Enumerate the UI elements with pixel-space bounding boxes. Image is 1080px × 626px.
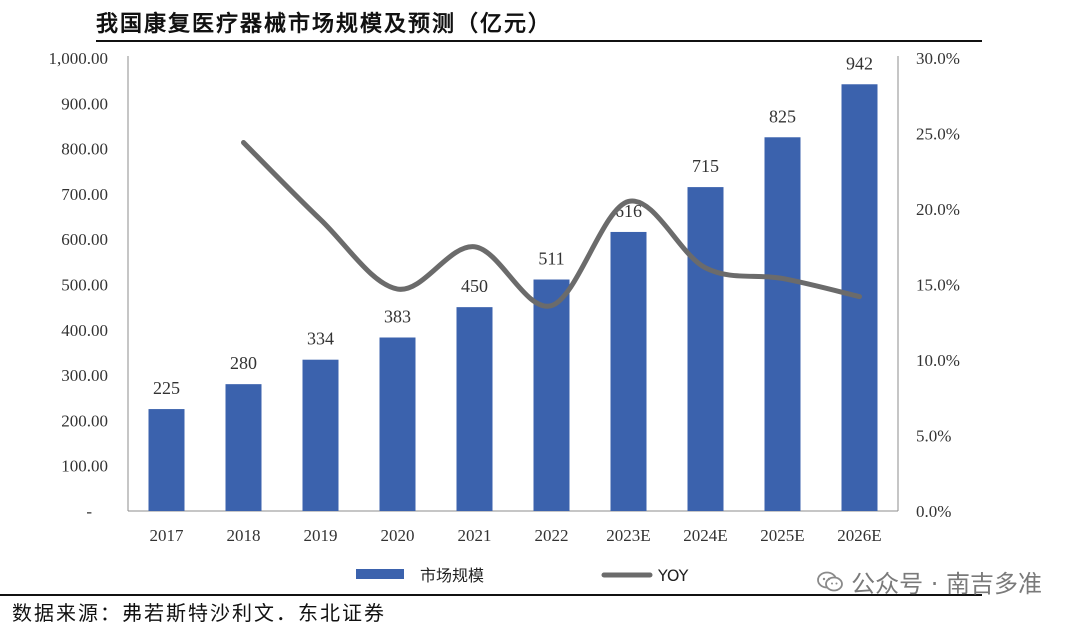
y-left-tick-label: 600.00 xyxy=(61,230,108,249)
y-left-tick-label: 200.00 xyxy=(61,411,108,430)
axes: - 100.00 200.00 300.00 400.00 500.00 600.00 700… xyxy=(49,49,960,545)
y-left-tick-label: 100.00 xyxy=(61,457,108,476)
bar-value-label: 450 xyxy=(461,276,488,296)
bar xyxy=(225,384,262,511)
x-tick-label: 2025E xyxy=(760,526,804,545)
legend-label-line: YOY xyxy=(657,566,689,585)
y-left-tick-label: 1,000.00 xyxy=(49,49,109,68)
bar-value-label: 225 xyxy=(153,378,180,398)
y-left-tick-label: - xyxy=(86,502,92,521)
bar xyxy=(456,307,493,511)
x-tick-label: 2021 xyxy=(458,526,492,545)
y-right-tick-label: 15.0% xyxy=(916,276,960,295)
y-left-tick-label: 500.00 xyxy=(61,276,108,295)
watermark-text: 公众号 · 南吉多准 xyxy=(851,570,1042,598)
bar xyxy=(764,137,801,511)
watermark: 公众号 · 南吉多准 xyxy=(817,564,1042,599)
yoy-line xyxy=(241,140,862,309)
bar xyxy=(533,279,570,511)
bar xyxy=(379,337,416,511)
x-tick-label: 2023E xyxy=(606,526,650,545)
x-tick-label: 2019 xyxy=(304,526,338,545)
bar-value-label: 825 xyxy=(769,106,796,126)
y-left-tick-label: 700.00 xyxy=(61,185,108,204)
bar xyxy=(687,187,724,512)
x-tick-label: 2017 xyxy=(150,526,185,545)
x-tick-label: 2026E xyxy=(837,526,881,545)
legend: 市场规模 YOY xyxy=(356,566,689,585)
bar-value-label: 383 xyxy=(384,307,411,327)
y-left-tick-label: 300.00 xyxy=(61,366,108,385)
bar xyxy=(610,231,647,511)
legend-label-bar: 市场规模 xyxy=(420,566,484,585)
x-tick-label: 2020 xyxy=(381,526,415,545)
bar-value-label: 511 xyxy=(538,249,564,269)
y-right-tick-label: 10.0% xyxy=(916,351,960,370)
bars xyxy=(148,84,878,512)
yoy-line-layer xyxy=(241,140,862,309)
source-note: 数据来源：弗若斯特沙利文．东北证券 xyxy=(12,601,386,625)
bar-value-label: 280 xyxy=(230,353,257,373)
y-left-tick-label: 900.00 xyxy=(61,94,108,113)
y-left-tick-label: 800.00 xyxy=(61,140,108,159)
legend-swatch-bar xyxy=(356,569,404,579)
x-tick-label: 2018 xyxy=(227,526,261,545)
y-right-tick-label: 25.0% xyxy=(916,125,960,144)
bar-value-label: 334 xyxy=(307,329,334,349)
source-rule xyxy=(0,594,982,596)
y-right-tick-label: 0.0% xyxy=(916,502,951,521)
bar-value-label: 942 xyxy=(846,53,873,73)
title-rule xyxy=(96,40,982,42)
chart-title: 我国康复医疗器械市场规模及预测（亿元） xyxy=(96,12,553,37)
x-tick-label: 2024E xyxy=(683,526,727,545)
y-left-tick-label: 400.00 xyxy=(61,321,108,340)
y-right-tick-label: 30.0% xyxy=(916,49,960,68)
bar xyxy=(148,409,185,511)
y-right-tick-label: 5.0% xyxy=(916,427,951,446)
y-right-tick-label: 20.0% xyxy=(916,200,960,219)
bar xyxy=(302,359,339,511)
x-tick-label: 2022 xyxy=(535,526,569,545)
bar-value-label: 715 xyxy=(692,156,719,176)
wechat-icon xyxy=(817,571,844,591)
